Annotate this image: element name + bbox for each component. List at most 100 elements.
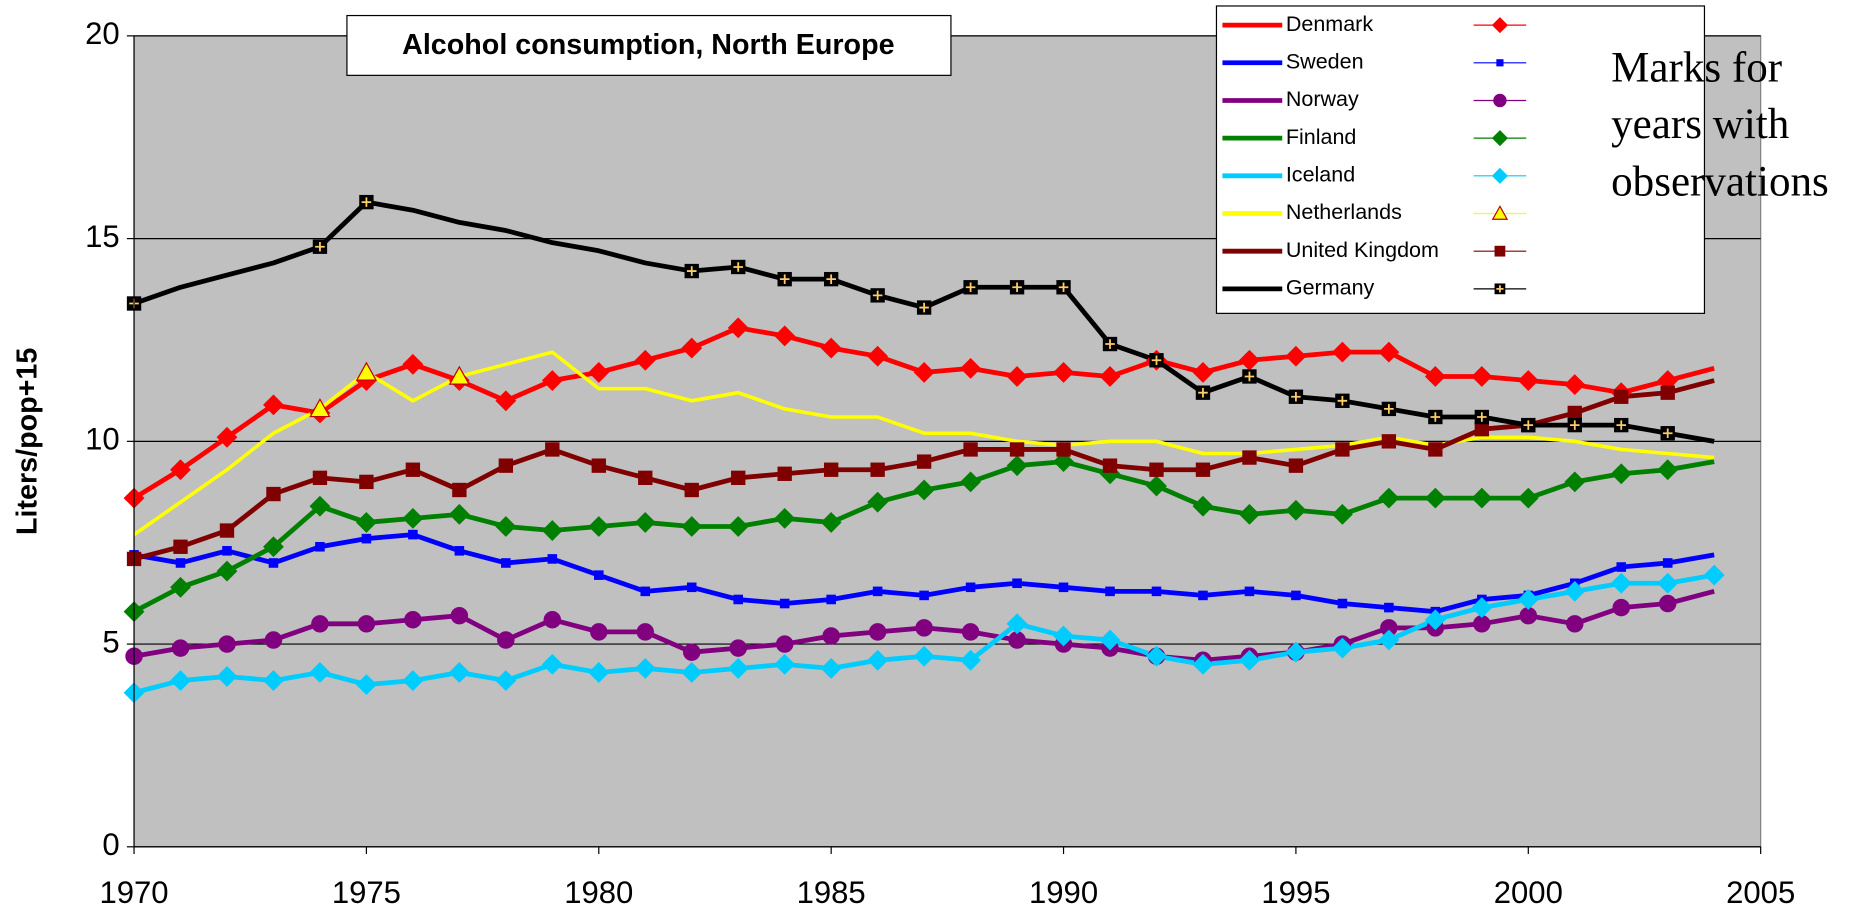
legend-label: Netherlands: [1286, 200, 1402, 224]
y-tick-label: 0: [102, 827, 119, 862]
marker-cross: [919, 302, 929, 313]
marker: [1519, 606, 1538, 625]
marker: [916, 454, 932, 469]
legend-box: [1215, 5, 1706, 314]
marker: [1384, 602, 1394, 613]
marker: [1474, 409, 1489, 425]
marker: [1473, 615, 1491, 633]
x-tick-label: 1990: [1029, 875, 1098, 909]
marker: [1285, 641, 1307, 663]
marker: [1378, 629, 1400, 651]
marker: [1058, 582, 1069, 593]
marker: [1285, 345, 1307, 367]
y-tick-label: 5: [102, 624, 119, 659]
marker: [541, 370, 563, 391]
marker: [1493, 93, 1507, 108]
marker: [919, 590, 929, 601]
marker: [1008, 631, 1026, 649]
marker: [1337, 598, 1348, 609]
marker: [452, 482, 467, 498]
title-box: [346, 14, 952, 76]
marker: [686, 582, 697, 593]
marker: [913, 645, 935, 667]
marker: [731, 470, 746, 486]
marker: [1009, 280, 1025, 295]
marker-cross: [733, 262, 743, 272]
marker: [361, 533, 372, 544]
marker: [402, 670, 424, 691]
marker: [1192, 495, 1214, 517]
y-tick-label: 20: [85, 16, 120, 51]
y-tick-label: 15: [85, 219, 120, 254]
marker: [681, 662, 703, 683]
marker: [1006, 366, 1028, 387]
x-tick-label: 1980: [564, 875, 633, 909]
marker: [1242, 369, 1257, 384]
marker-cross: [1012, 282, 1022, 293]
marker: [309, 495, 331, 517]
legend-label: Denmark: [1286, 12, 1374, 36]
marker: [1053, 625, 1074, 647]
marker: [823, 462, 839, 477]
marker-cross: [872, 290, 883, 301]
marker: [634, 349, 656, 371]
marker: [1658, 594, 1677, 613]
marker: [636, 623, 654, 641]
marker: [727, 657, 749, 679]
y-axis-label: Liters/pop+15: [11, 348, 43, 535]
marker: [359, 474, 374, 490]
marker: [402, 353, 424, 375]
marker: [1424, 487, 1446, 509]
marker: [594, 570, 604, 580]
marker: [1564, 580, 1586, 602]
marker: [175, 558, 186, 568]
marker: [1198, 590, 1208, 601]
marker: [448, 365, 470, 385]
marker: [1149, 462, 1164, 477]
marker: [1564, 374, 1586, 395]
marker: [1056, 280, 1071, 295]
marker: [1494, 245, 1506, 257]
marker: [822, 627, 840, 645]
marker: [1099, 629, 1121, 651]
marker: [1660, 426, 1675, 441]
marker: [960, 471, 982, 493]
marker: [1102, 336, 1118, 352]
marker-cross: [315, 241, 325, 252]
marker: [541, 520, 563, 541]
marker: [448, 662, 470, 683]
marker: [1616, 562, 1627, 572]
marker: [1239, 649, 1260, 671]
marker: [1662, 558, 1673, 568]
marker: [408, 529, 418, 540]
x-tick-label: 2000: [1494, 875, 1563, 909]
marker: [915, 619, 933, 637]
marker: [450, 606, 469, 625]
marker: [1703, 564, 1725, 586]
marker: [727, 317, 749, 339]
marker: [1102, 458, 1118, 473]
x-tick-label: 1975: [332, 875, 401, 909]
marker: [779, 598, 790, 609]
marker: [826, 594, 836, 605]
marker: [1053, 451, 1074, 473]
marker: [1195, 385, 1211, 400]
marker: [1612, 598, 1630, 617]
marker: [1428, 409, 1443, 425]
marker: [355, 361, 377, 381]
marker: [963, 280, 978, 295]
marker: [1009, 442, 1025, 457]
marker: [965, 582, 976, 593]
marker: [1566, 615, 1584, 633]
marker: [684, 482, 699, 498]
marker-cross: [1337, 396, 1348, 406]
marker: [590, 623, 608, 641]
marker: [1006, 613, 1028, 635]
marker: [263, 536, 284, 558]
marker: [634, 512, 656, 533]
marker: [355, 512, 377, 533]
marker: [777, 271, 792, 287]
marker: [312, 239, 328, 254]
marker: [1517, 370, 1539, 391]
marker: [266, 486, 281, 502]
